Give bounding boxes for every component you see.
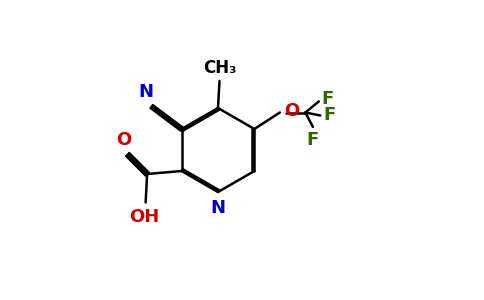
Text: F: F <box>322 90 334 108</box>
Text: CH₃: CH₃ <box>203 59 236 77</box>
Text: O: O <box>116 131 132 149</box>
Text: F: F <box>323 106 335 124</box>
Text: F: F <box>307 130 319 148</box>
Text: O: O <box>284 102 299 120</box>
Text: OH: OH <box>129 208 159 226</box>
Text: N: N <box>138 83 153 101</box>
Text: N: N <box>211 199 226 217</box>
